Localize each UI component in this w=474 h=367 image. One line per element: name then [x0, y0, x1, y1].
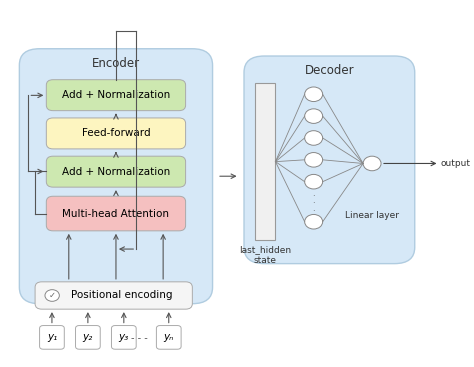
Text: y₃: y₃ — [118, 333, 129, 342]
Text: Multi-head Attention: Multi-head Attention — [63, 208, 170, 218]
Text: Encoder: Encoder — [92, 57, 140, 70]
Circle shape — [363, 156, 381, 171]
FancyBboxPatch shape — [46, 196, 186, 231]
Text: yₙ: yₙ — [164, 333, 174, 342]
Text: Positional encoding: Positional encoding — [71, 291, 173, 301]
FancyBboxPatch shape — [75, 326, 100, 349]
FancyBboxPatch shape — [35, 282, 192, 309]
FancyBboxPatch shape — [19, 49, 212, 304]
Circle shape — [305, 87, 323, 102]
Text: Decoder: Decoder — [305, 64, 354, 77]
FancyBboxPatch shape — [255, 83, 275, 240]
Text: y₂: y₂ — [83, 333, 93, 342]
FancyBboxPatch shape — [244, 56, 415, 264]
FancyBboxPatch shape — [156, 326, 181, 349]
Circle shape — [45, 290, 59, 301]
Circle shape — [305, 109, 323, 123]
Text: ✓: ✓ — [49, 291, 55, 300]
FancyBboxPatch shape — [46, 118, 186, 149]
Text: Linear layer: Linear layer — [345, 211, 399, 220]
Circle shape — [305, 214, 323, 229]
FancyBboxPatch shape — [46, 156, 186, 187]
Text: y₁: y₁ — [47, 333, 57, 342]
Circle shape — [305, 131, 323, 145]
Text: Feed-forward: Feed-forward — [82, 128, 150, 138]
Circle shape — [305, 153, 323, 167]
Text: Add + Normalization: Add + Normalization — [62, 90, 170, 100]
Text: - - -: - - - — [131, 333, 148, 342]
Text: .
.
.: . . . — [312, 189, 315, 213]
FancyBboxPatch shape — [111, 326, 136, 349]
Text: output: output — [441, 159, 471, 168]
Text: Add + Normalization: Add + Normalization — [62, 167, 170, 177]
FancyBboxPatch shape — [46, 80, 186, 111]
FancyBboxPatch shape — [40, 326, 64, 349]
Circle shape — [305, 174, 323, 189]
Text: last_hidden
state: last_hidden state — [239, 246, 292, 265]
